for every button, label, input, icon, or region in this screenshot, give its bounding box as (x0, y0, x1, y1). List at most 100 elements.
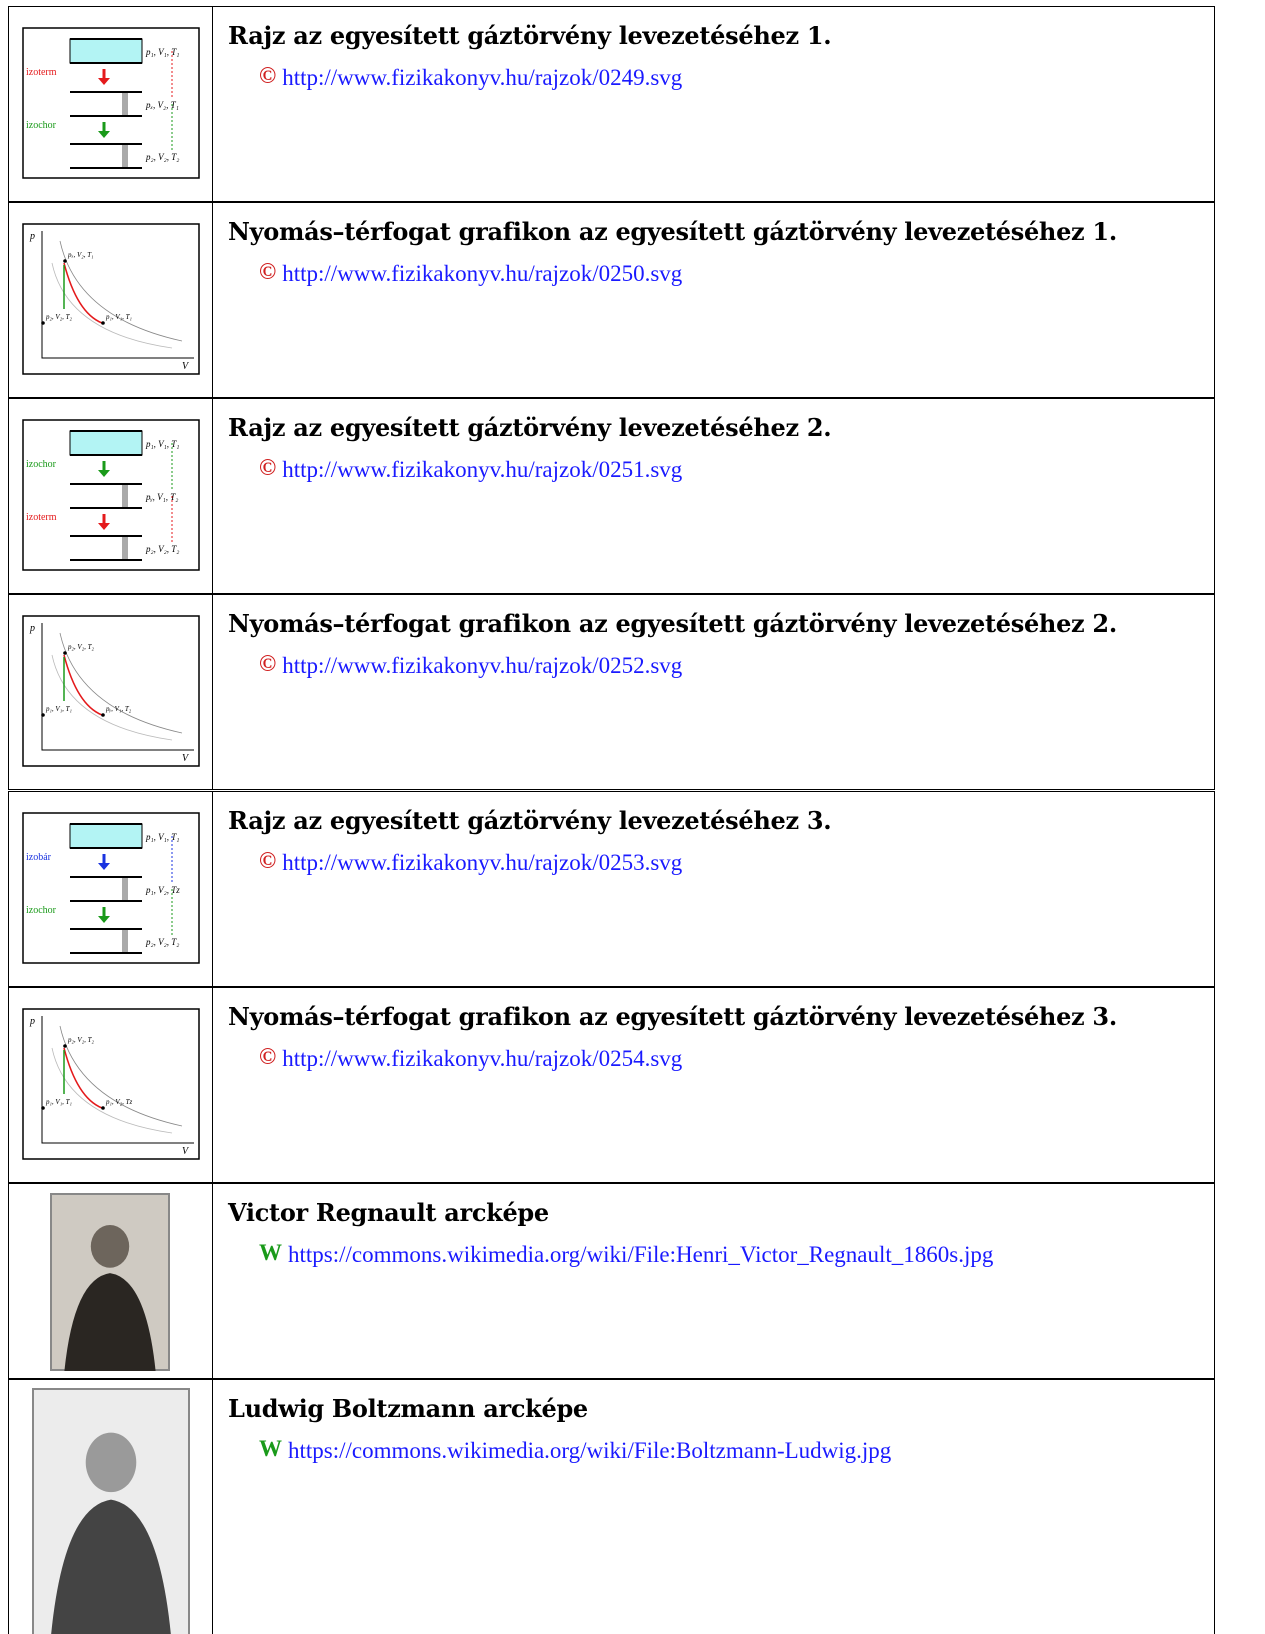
figure-head (91, 1225, 129, 1268)
item-title: Ludwig Boltzmann arcképe (228, 1394, 588, 1423)
thumbnail: p₁, V₁, T₁ pₓ, V₂, T₁ p₂, V₂, T₂ izoterm izo… (22, 27, 200, 179)
table-row: pVpₓ, V₂, T₁p₂, V₂, T₂p₁, V₁, T₁Nyomás–t… (8, 202, 1215, 398)
process-label: izochor (26, 905, 57, 916)
thumb-frame (23, 1009, 199, 1159)
source-icon: © (259, 259, 276, 289)
item-title: Rajz az egyesített gáztörvény levezetésé… (228, 413, 831, 442)
thumbnail-cell: p₁, V₁, T₁ pᵧ, V₁, T₂ p₂, V₂, T₂ izochor izo… (9, 399, 213, 593)
state-label: p₂, V₂, T₂ (145, 544, 179, 554)
state-label: p₂, V₂, T₂ (145, 937, 179, 947)
source-line: ©http://www.fizikakonyv.hu/rajzok/0251.s… (259, 455, 1209, 485)
item-title: Victor Regnault arcképe (228, 1198, 549, 1227)
source-icon: © (259, 63, 276, 93)
figure-head (86, 1433, 137, 1493)
portrait (32, 1388, 190, 1634)
thumbnail: p₁, V₁, T₁ pᵧ, V₁, T₂ p₂, V₂, T₂ izochor izo… (22, 419, 200, 571)
source-link[interactable]: http://www.fizikakonyv.hu/rajzok/0250.sv… (282, 259, 1200, 289)
table-row: Ludwig Boltzmann arcképe Whttps://commons… (8, 1379, 1215, 1634)
source-line: ©http://www.fizikakonyv.hu/rajzok/0249.s… (259, 63, 1209, 93)
state-label: p₁, V₂, Tz (105, 1098, 133, 1106)
table-row: pVp₂, V₂, T₂p₁, V₁, T₁pᵧ, V₁, T₂Nyomás–t… (8, 594, 1215, 790)
state-point (41, 713, 45, 717)
item-title: Nyomás–térfogat grafikon az egyesített g… (228, 1002, 1117, 1031)
item-title: Rajz az egyesített gáztörvény levezetésé… (228, 806, 831, 835)
source-link[interactable]: https://commons.wikimedia.org/wiki/File:… (288, 1436, 1206, 1466)
table-row: p₁, V₁, T₁ pₓ, V₂, T₁ p₂, V₂, T₂ izoterm izo… (8, 6, 1215, 202)
gas (70, 39, 142, 63)
state-label: p₂, V₂, T₂ (145, 152, 179, 162)
process-label: izobár (26, 852, 52, 863)
thumbnail-cell (9, 1380, 213, 1634)
thumbnail: p₁, V₁, T₁ p₁, V₂, Tz p₂, V₂, T₂ izobár izoc… (22, 812, 200, 964)
item-title: Rajz az egyesített gáztörvény levezetésé… (228, 21, 831, 50)
state-label: p₁, V₁, T₁ (45, 1098, 72, 1106)
process-label: izoterm (26, 67, 57, 78)
state-point (101, 1106, 105, 1110)
state-label: p₁, V₁, T₁ (145, 832, 179, 842)
state-label: p₁, V₁, T₁ (105, 313, 132, 321)
piston (122, 929, 128, 953)
source-line: ©http://www.fizikakonyv.hu/rajzok/0252.s… (259, 651, 1209, 681)
piston (122, 484, 128, 508)
axis-label: p (29, 623, 35, 634)
state-point (101, 321, 105, 325)
state-label: p₁, V₂, Tz (145, 885, 180, 895)
source-line: ©http://www.fizikakonyv.hu/rajzok/0253.s… (259, 848, 1209, 878)
state-label: pₓ, V₂, T₁ (67, 251, 94, 259)
piston (122, 144, 128, 168)
gas (70, 824, 142, 848)
thumb-frame (23, 224, 199, 374)
thumbnail: pVp₂, V₂, T₂p₁, V₁, T₁pᵧ, V₁, T₂ (22, 615, 200, 767)
source-icon: W (259, 1240, 282, 1270)
table-row: Victor Regnault arcképe Whttps://commons.… (8, 1183, 1215, 1379)
state-label: p₂, V₂, T₂ (45, 313, 73, 321)
source-link[interactable]: http://www.fizikakonyv.hu/rajzok/0251.sv… (282, 455, 1200, 485)
page: p₁, V₁, T₁ pₓ, V₂, T₁ p₂, V₂, T₂ izoterm izo… (0, 0, 1265, 1634)
state-label: pᵧ, V₁, T₂ (145, 492, 178, 502)
state-point (41, 321, 45, 325)
source-link[interactable]: http://www.fizikakonyv.hu/rajzok/0254.sv… (282, 1044, 1200, 1074)
item-title: Nyomás–térfogat grafikon az egyesített g… (228, 609, 1117, 638)
source-icon: © (259, 848, 276, 878)
source-link[interactable]: http://www.fizikakonyv.hu/rajzok/0249.sv… (282, 63, 1200, 93)
thumbnail-cell (9, 1184, 213, 1378)
source-icon: © (259, 1044, 276, 1074)
state-label: p₁, V₁, T₁ (145, 47, 179, 57)
source-line: ©http://www.fizikakonyv.hu/rajzok/0250.s… (259, 259, 1209, 289)
source-link[interactable]: https://commons.wikimedia.org/wiki/File:… (288, 1240, 1206, 1270)
state-label: pᵧ, V₁, T₂ (105, 705, 132, 713)
axis-label: p (29, 1016, 35, 1027)
source-icon: © (259, 455, 276, 485)
state-label: pₓ, V₂, T₁ (145, 100, 179, 110)
process-label: izochor (26, 120, 57, 131)
item-title: Nyomás–térfogat grafikon az egyesített g… (228, 217, 1117, 246)
state-point (63, 1044, 67, 1048)
axis-label: p (29, 231, 35, 242)
state-point (63, 259, 67, 263)
process-label: izoterm (26, 512, 57, 523)
state-label: p₂, V₂, T₂ (67, 643, 95, 651)
gas (70, 431, 142, 455)
source-link[interactable]: http://www.fizikakonyv.hu/rajzok/0252.sv… (282, 651, 1200, 681)
process-label: izochor (26, 459, 57, 470)
piston (122, 877, 128, 901)
source-link[interactable]: http://www.fizikakonyv.hu/rajzok/0253.sv… (282, 848, 1200, 878)
table-row: p₁, V₁, T₁ pᵧ, V₁, T₂ p₂, V₂, T₂ izochor izo… (8, 398, 1215, 594)
state-label: p₁, V₁, T₁ (145, 439, 179, 449)
state-point (101, 713, 105, 717)
source-icon: W (259, 1436, 282, 1466)
source-icon: © (259, 651, 276, 681)
state-point (63, 651, 67, 655)
thumb-frame (23, 616, 199, 766)
source-line: ©http://www.fizikakonyv.hu/rajzok/0254.s… (259, 1044, 1209, 1074)
piston (122, 536, 128, 560)
state-point (41, 1106, 45, 1110)
portrait (50, 1193, 170, 1371)
